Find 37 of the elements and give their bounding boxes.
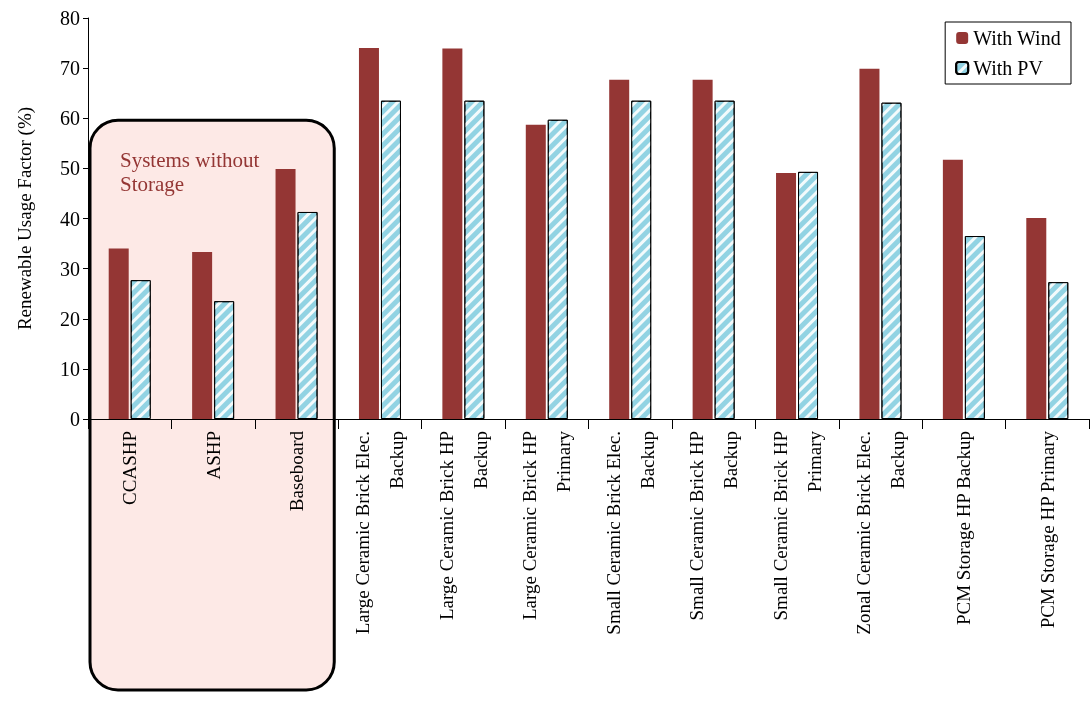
x-tick-label: Large Ceramic Brick Elec. Backup xyxy=(352,431,408,635)
x-tick-label: ASHP xyxy=(202,431,224,480)
bar xyxy=(942,159,963,419)
y-tick-label: 60 xyxy=(60,107,80,130)
y-tick-label: 0 xyxy=(70,408,80,430)
y-tick-label: 40 xyxy=(60,207,80,230)
x-tick-label: CCASHP xyxy=(119,431,141,505)
x-tick-label: Baseboard xyxy=(286,430,308,512)
y-tick-label: 50 xyxy=(60,157,80,180)
bar xyxy=(525,124,546,419)
x-tick-label: PCM Storage HP Backup xyxy=(953,431,975,626)
y-tick-label: 80 xyxy=(60,7,80,29)
bar xyxy=(192,252,213,419)
y-tick-label: 20 xyxy=(60,307,80,330)
y-tick-label: 10 xyxy=(60,357,80,380)
bar xyxy=(442,48,463,419)
legend-label: With PV xyxy=(973,57,1044,79)
bar xyxy=(776,172,797,419)
bar xyxy=(609,79,630,419)
x-tick-label: Small Ceramic Brick HP Primary xyxy=(769,430,825,621)
legend-label: With Wind xyxy=(973,27,1061,49)
x-tick-label: Zonal Ceramic Brick Elec. Backup xyxy=(852,431,908,635)
x-tick-label: Small Ceramic Brick HP Backup xyxy=(686,431,742,621)
x-tick-label: Large Ceramic Brick HP Primary xyxy=(519,430,575,621)
bar xyxy=(108,248,129,419)
y-tick-label: 30 xyxy=(60,257,80,280)
x-tick-label: Small Ceramic Brick Elec. Backup xyxy=(602,431,658,635)
bar xyxy=(692,79,713,419)
y-tick-label: 70 xyxy=(60,57,80,80)
band-label: Systems without Storage xyxy=(120,148,260,197)
bar xyxy=(275,168,296,419)
bar xyxy=(859,68,880,419)
x-tick-label: PCM Storage HP Primary xyxy=(1036,430,1058,629)
bar xyxy=(358,48,379,419)
bar xyxy=(1026,218,1047,419)
y-axis-title: Renewable Usage Factor (%) xyxy=(14,106,36,331)
x-tick-label: Large Ceramic Brick HP Backup xyxy=(435,431,491,621)
